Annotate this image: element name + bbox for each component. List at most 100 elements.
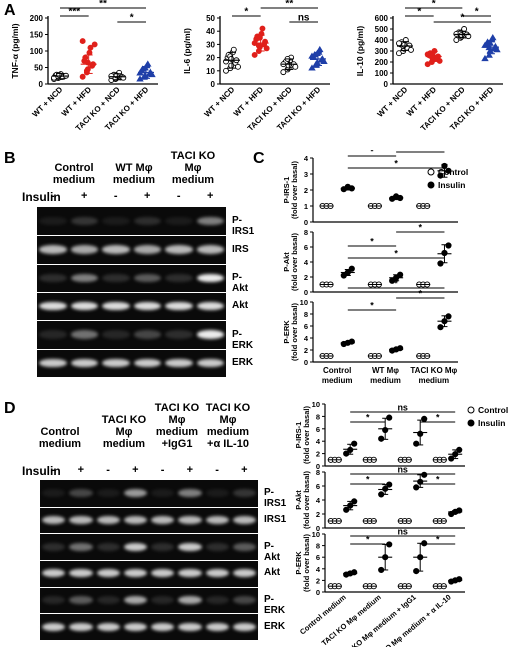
data-point [235,63,241,70]
data-point [436,57,443,64]
insulin-mark: - [176,190,181,202]
blot-band [133,273,161,283]
data-point [489,34,497,41]
y-tick-label: 400 [375,36,389,45]
blot-band [165,245,193,254]
blot-band [39,330,67,339]
blot-band-label: IRS1 [264,514,287,525]
y-axis-label: P-ERK [294,551,303,575]
significance-label: ** [285,0,293,10]
data-point [141,64,149,71]
significance-label: * [460,13,464,24]
blot-band [39,273,67,283]
blot-band [205,489,229,498]
panel-label-b: B [4,150,16,167]
significance-label: * [419,289,423,299]
blot-band [102,330,130,339]
blot-band [70,330,98,339]
insulin-mark: - [51,464,56,476]
y-tick-label: 3 [304,170,308,179]
x-tick-label: TACI KO Mφ medium [320,592,383,647]
blot-band [151,596,175,604]
insulin-point [445,242,452,249]
y-tick-label: 10 [312,530,320,539]
significance-label: * [475,7,479,18]
legend-control-marker [427,168,435,176]
y-tick-label: 2 [316,576,320,585]
legend-insulin-label: Insulin [438,180,465,190]
blot-d-insulin-label: Insulin [22,464,61,478]
blot-d-header-anti-il10: TACI KO Mφ medium +α IL-10 [205,402,251,450]
significance-label: * [370,237,374,247]
blot-band [96,542,120,551]
blot-band [39,358,67,368]
insulin-point [437,324,444,331]
blot-d-header-igg1: TACI KO Mφ medium +IgG1 [154,402,200,450]
data-point [280,69,287,76]
y-tick-label: 20 [206,54,215,63]
y-axis-label: (fold over basal) [302,534,311,592]
blot-band [165,216,193,226]
y-tick-label: 0 [304,358,308,367]
blot-b-header-control: Control medium [52,162,96,186]
insulin-mark: + [241,464,248,476]
blot-band [178,622,202,631]
blot-band [102,273,130,283]
y-tick-label: 150 [30,31,44,40]
insulin-mark: - [106,464,110,476]
blot-row-separator [37,263,226,265]
blot-band [205,622,229,631]
x-tick-label: WT + NCD [203,85,237,119]
blot-band [69,569,93,578]
y-tick-label: 6 [304,322,308,331]
blot-d-header-taci: TACI KO Mφ medium [101,414,147,450]
data-point [485,51,493,58]
y-axis-label: TNF-α (pg/ml) [10,23,20,78]
blot-row-separator [37,320,226,322]
x-tick-label: medium [322,376,353,385]
y-tick-label: 8 [304,310,308,319]
blot-band-label: P-IRS1 [264,487,287,510]
data-point [79,38,86,45]
y-tick-label: 500 [375,25,389,34]
blot-band [165,358,193,368]
blot-band-label: P-Akt [264,540,281,563]
blot-band [178,516,202,524]
y-axis-label: P-IRS-1 [294,422,303,449]
legend-insulin-label: Insulin [478,418,505,428]
data-point [481,54,489,62]
blot-band [42,569,66,578]
y-axis-label: IL-6 (pg/ml) [182,28,192,74]
legend-insulin-marker [427,181,435,189]
blot-band [42,489,66,498]
blot-row-separator [40,506,258,508]
y-tick-label: 6 [316,425,320,434]
insulin-mark: + [81,190,88,202]
blot-band-label: Akt [264,567,281,579]
panel-label-d: D [4,400,16,417]
y-tick-label: 100 [30,47,44,56]
blot-band [133,301,161,311]
data-point [87,44,94,51]
blot-band [42,516,66,524]
blot-band [165,330,193,339]
data-point [308,52,316,59]
insulin-point [437,260,444,267]
y-tick-label: 10 [312,400,320,409]
data-point [493,46,501,53]
significance-label: ns [397,465,408,475]
insulin-mark: - [50,190,55,202]
data-point [408,46,414,53]
significance-label: * [394,279,398,289]
blot-b-membrane [37,207,226,377]
blot-b-header-wt: WT Mφ medium [112,162,156,186]
y-tick-label: 8 [316,412,320,421]
il10-scatter-chart: 0 100 200 300 400 500 600 IL-10 (pg/ml) WT + NCD… [355,0,503,133]
y-axis-label: (fold over basal) [302,471,311,529]
y-tick-label: 0 [316,524,320,533]
significance-label: * [370,150,374,157]
data-point [431,48,438,54]
data-point [486,39,494,46]
panel-label-c: C [253,150,265,167]
y-tick-label: 4 [316,496,321,505]
